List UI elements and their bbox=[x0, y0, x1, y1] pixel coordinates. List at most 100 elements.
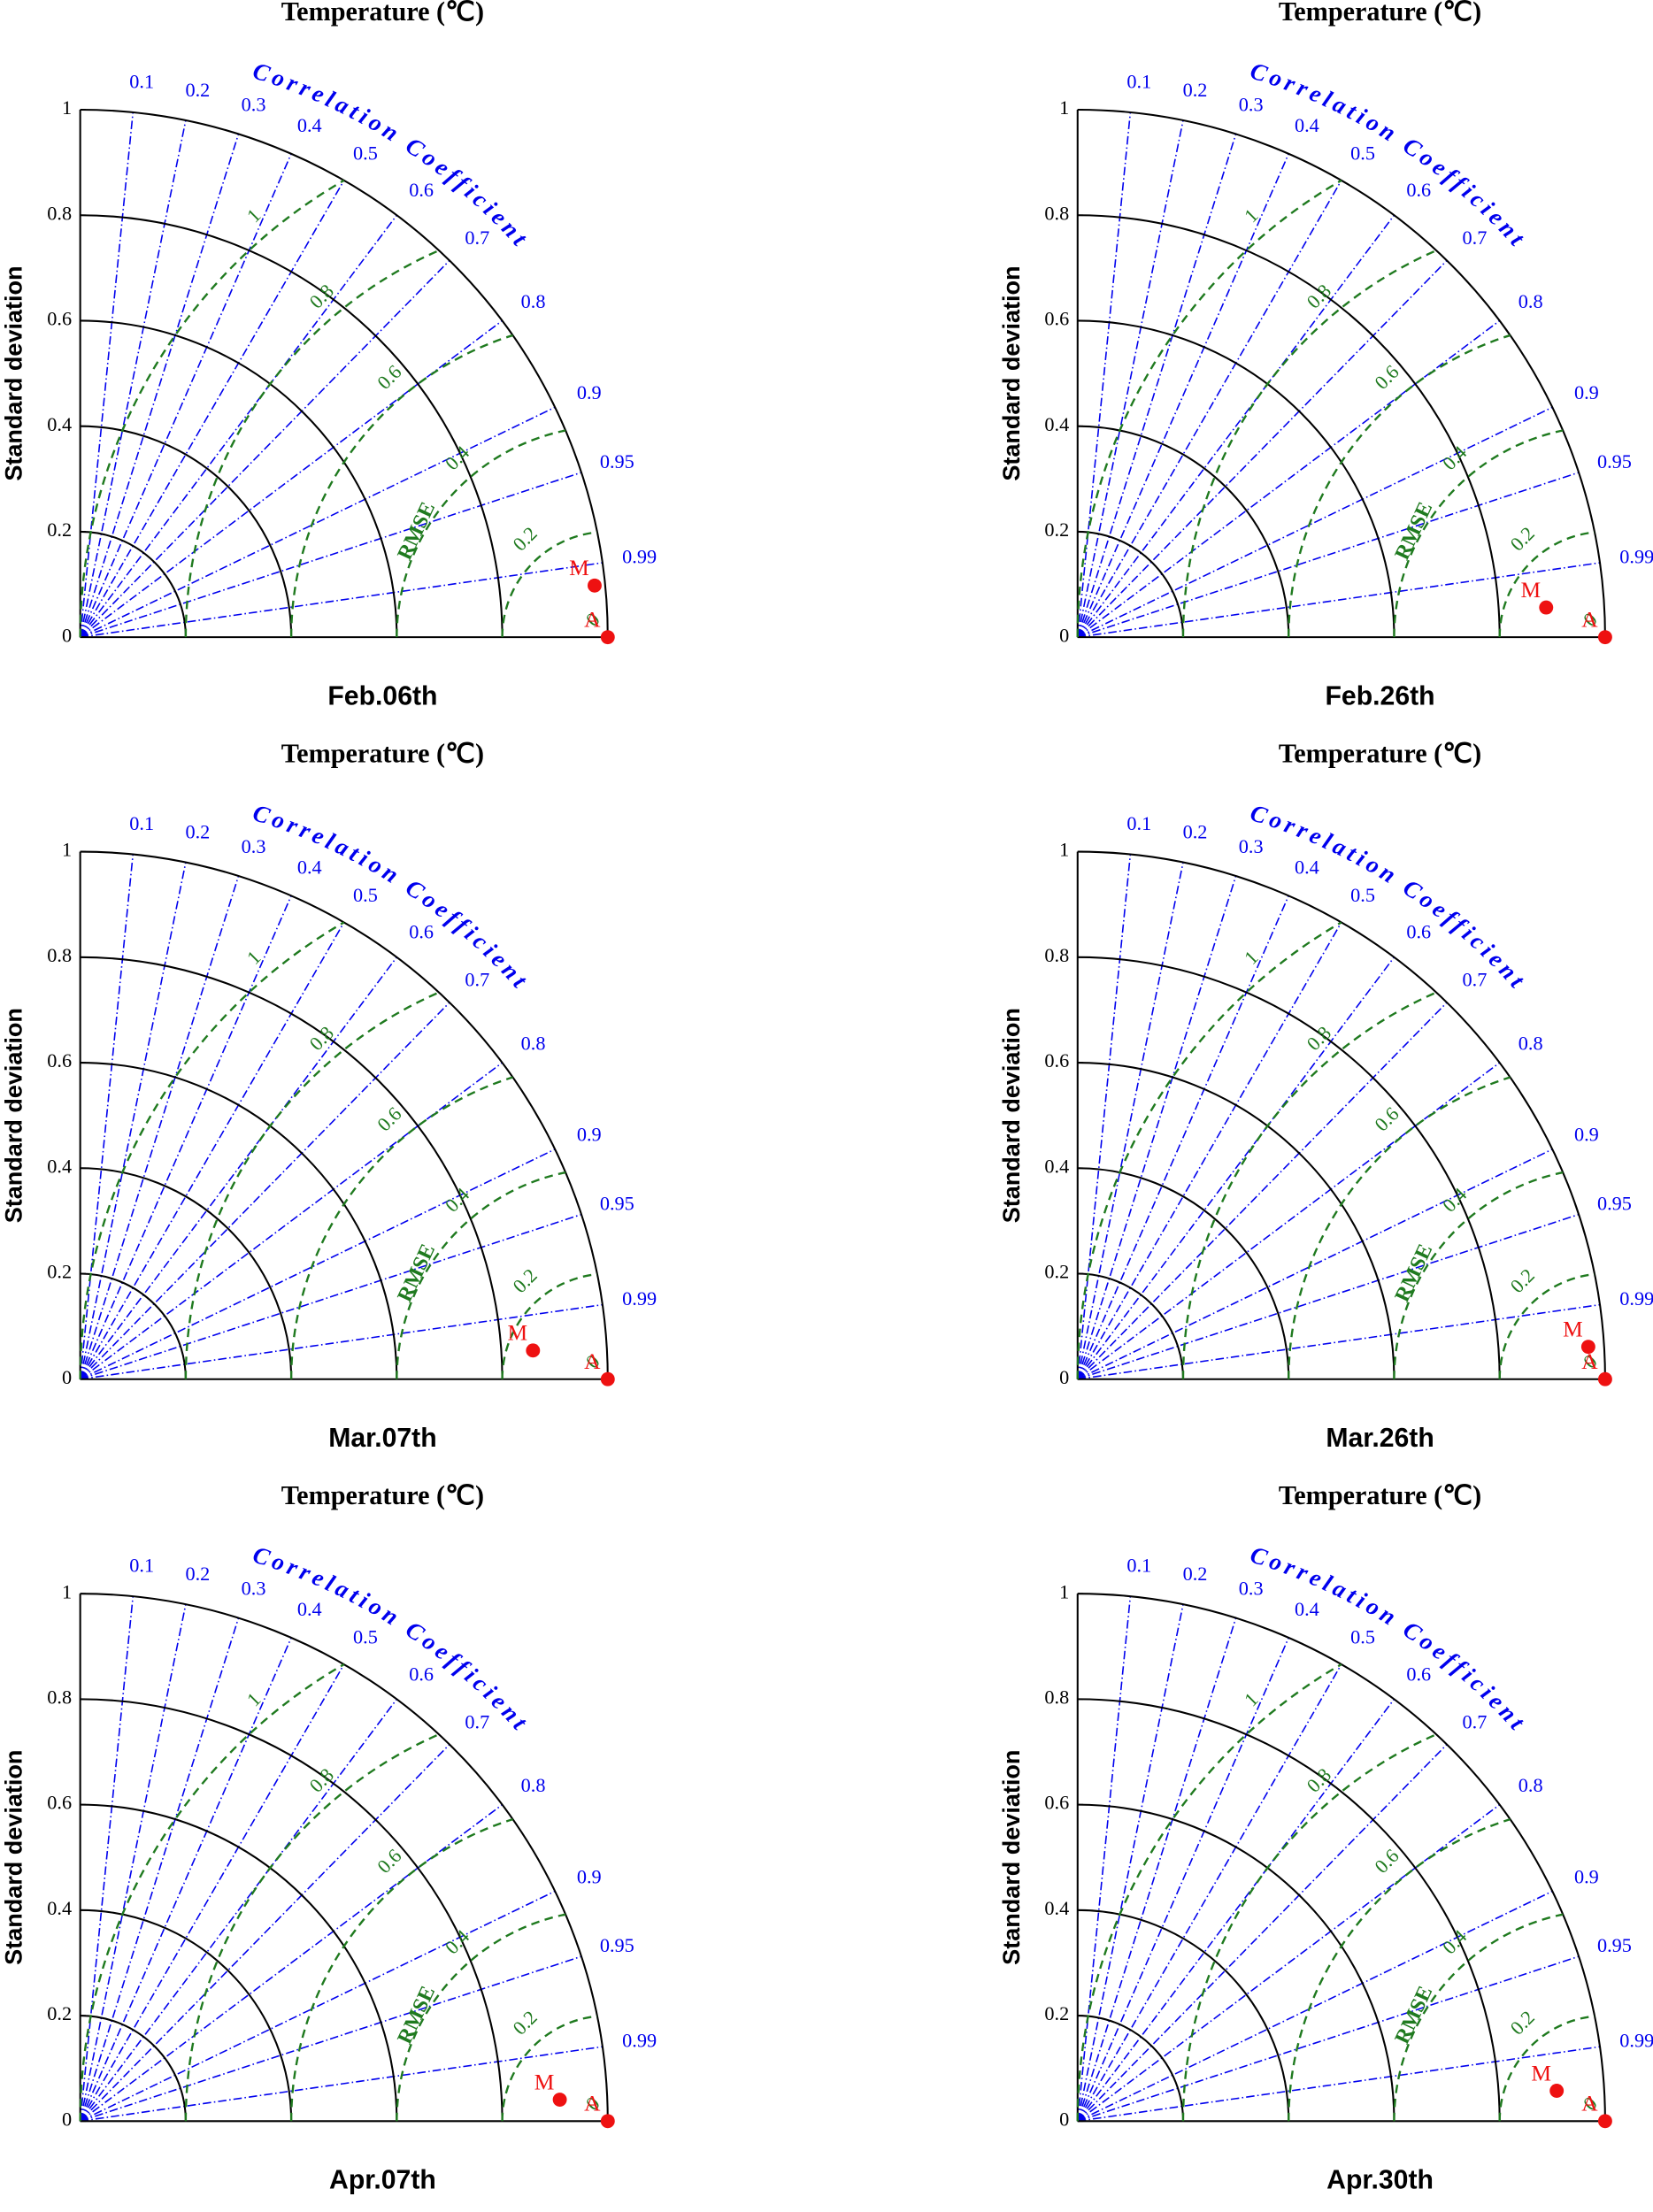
std-arc bbox=[1077, 1803, 1395, 2122]
y-tick-label: 0.2 bbox=[47, 518, 72, 541]
point-label: M bbox=[1563, 1317, 1583, 1342]
correlation-line bbox=[1077, 1890, 1553, 2123]
correlation-tick-label: 0.1 bbox=[129, 70, 154, 92]
correlation-tick-label: 0.8 bbox=[521, 290, 546, 312]
correlation-tick-label: 0.4 bbox=[297, 1598, 322, 1620]
correlation-line bbox=[79, 922, 345, 1380]
correlation-line bbox=[80, 1698, 397, 2122]
std-arc bbox=[80, 1803, 398, 2122]
rmse-contour bbox=[396, 1913, 566, 2122]
y-tick-label: 0 bbox=[62, 2108, 72, 2130]
correlation-line bbox=[1077, 406, 1553, 638]
y-axis-label: Standard deviation bbox=[998, 1750, 1025, 1965]
correlation-tick-label: 0.3 bbox=[242, 93, 266, 115]
correlation-line bbox=[1077, 1637, 1289, 2122]
point-label: A bbox=[584, 607, 601, 633]
correlation-line bbox=[80, 1303, 603, 1380]
rmse-tick-label: 0.8 bbox=[1303, 280, 1335, 312]
rmse-contour bbox=[289, 334, 513, 638]
rmse-tick-label: 0.6 bbox=[1370, 361, 1403, 394]
std-arc bbox=[1077, 1167, 1290, 1379]
rmse-contour bbox=[396, 1171, 566, 1379]
correlation-line bbox=[1077, 1955, 1580, 2123]
rmse-label: RMSE bbox=[393, 1983, 440, 2047]
chart-title: Temperature (℃) bbox=[281, 738, 484, 768]
y-tick-label: 0.8 bbox=[47, 1686, 72, 1708]
chart-caption: Apr.30th bbox=[1326, 2166, 1434, 2195]
correlation-line bbox=[79, 895, 292, 1380]
y-tick-label: 0.8 bbox=[1044, 944, 1069, 966]
correlation-line bbox=[80, 1002, 450, 1380]
y-tick-label: 0.8 bbox=[1044, 1686, 1069, 1708]
rmse-contour bbox=[1076, 921, 1342, 1379]
correlation-line bbox=[79, 854, 135, 1379]
correlation-tick-label: 0.7 bbox=[465, 227, 489, 249]
correlation-tick-label: 0.1 bbox=[1126, 1555, 1151, 1577]
correlation-axis-label-text: Correlation Coefficient bbox=[1247, 799, 1528, 995]
rmse-contour bbox=[501, 1272, 597, 1379]
rmse-contour bbox=[1181, 249, 1437, 638]
rmse-label: RMSE bbox=[1391, 499, 1438, 564]
correlation-tick-label: 0.9 bbox=[577, 1865, 602, 1887]
correlation-line bbox=[80, 406, 556, 638]
correlation-line bbox=[80, 1148, 556, 1380]
std-arc bbox=[1077, 319, 1395, 638]
rmse-label: RMSE bbox=[393, 499, 440, 564]
y-tick-label: 0.2 bbox=[1044, 2002, 1069, 2024]
point-label: A bbox=[1581, 2091, 1598, 2116]
correlation-tick-label: 0.2 bbox=[185, 821, 210, 843]
std-arc bbox=[80, 1593, 609, 2122]
correlation-line bbox=[1077, 1663, 1342, 2122]
std-arc bbox=[1077, 214, 1501, 638]
correlation-tick-label: 0.8 bbox=[1518, 1032, 1543, 1054]
correlation-tick-label: 0.7 bbox=[1463, 969, 1488, 991]
correlation-tick-label: 0.8 bbox=[521, 1032, 546, 1054]
std-arc bbox=[1077, 1272, 1185, 1379]
rmse-tick-label: 0.6 bbox=[1370, 1845, 1403, 1878]
correlation-line bbox=[79, 134, 240, 638]
correlation-line bbox=[1077, 1803, 1501, 2122]
correlation-tick-label: 0.6 bbox=[1406, 921, 1431, 943]
std-arc bbox=[1077, 1593, 1606, 2122]
correlation-tick-label: 0.6 bbox=[1406, 179, 1431, 201]
correlation-line bbox=[79, 153, 292, 638]
rmse-tick-label: 0.8 bbox=[305, 1022, 338, 1055]
taylor-panel: Temperature (℃) Mar.26th Standard deviatio… bbox=[998, 738, 1653, 1453]
correlation-line bbox=[79, 1596, 135, 2122]
correlation-tick-label: 0.99 bbox=[622, 2030, 657, 2052]
correlation-tick-label: 0.99 bbox=[1619, 546, 1653, 568]
correlation-axis-label-text: Correlation Coefficient bbox=[1247, 58, 1528, 254]
correlation-tick-label: 0.1 bbox=[1126, 70, 1151, 92]
correlation-line bbox=[1077, 1617, 1237, 2122]
y-tick-label: 0.4 bbox=[47, 1897, 72, 1919]
correlation-line bbox=[80, 259, 450, 638]
correlation-line bbox=[80, 1213, 582, 1380]
std-arc bbox=[80, 108, 609, 638]
correlation-tick-label: 0.1 bbox=[129, 812, 154, 834]
taylor-panel: Temperature (℃) Apr.07th Standard deviatio… bbox=[1, 1480, 657, 2195]
rmse-tick-label: 0.2 bbox=[508, 1264, 541, 1297]
point-label: A bbox=[1581, 1348, 1598, 1374]
rmse-tick-label: 0.2 bbox=[1506, 1264, 1539, 1297]
rmse-label: RMSE bbox=[1391, 1240, 1438, 1305]
data-point bbox=[600, 630, 615, 645]
correlation-tick-label: 0.6 bbox=[409, 921, 434, 943]
y-tick-label: 0 bbox=[62, 1366, 72, 1388]
rmse-contour bbox=[1288, 334, 1511, 638]
correlation-line bbox=[79, 875, 240, 1379]
rmse-tick-label: 0.4 bbox=[441, 1183, 473, 1216]
correlation-line bbox=[80, 956, 397, 1380]
correlation-axis-label-text: Correlation Coefficient bbox=[250, 799, 531, 995]
correlation-tick-label: 0.95 bbox=[1597, 450, 1632, 472]
chart-title: Temperature (℃) bbox=[281, 1480, 484, 1510]
correlation-line bbox=[1077, 1698, 1395, 2122]
correlation-line bbox=[1077, 214, 1395, 638]
correlation-tick-label: 0.5 bbox=[353, 142, 378, 165]
correlation-line bbox=[1077, 562, 1601, 638]
y-tick-label: 0.4 bbox=[1044, 1897, 1069, 1919]
correlation-line bbox=[79, 862, 187, 1379]
correlation-tick-label: 0.2 bbox=[1183, 79, 1208, 101]
correlation-line bbox=[79, 1617, 240, 2122]
point-label: M bbox=[534, 2069, 555, 2094]
rmse-tick-label: 0.2 bbox=[1506, 522, 1539, 555]
